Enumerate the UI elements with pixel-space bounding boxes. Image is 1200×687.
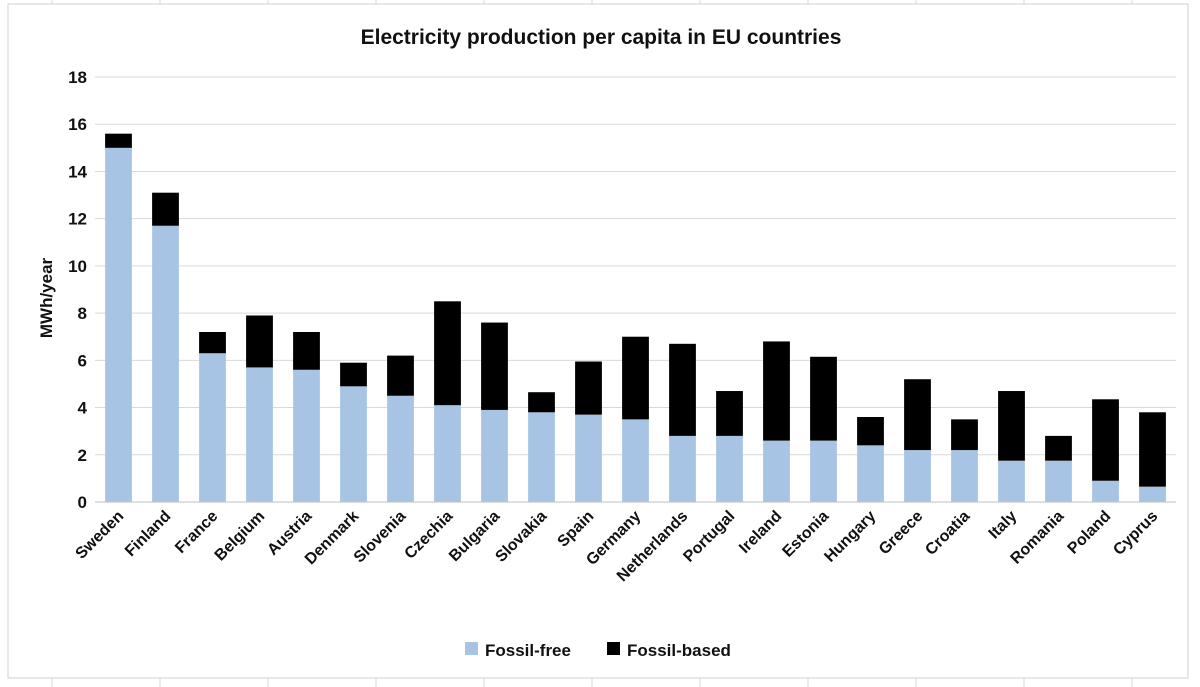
y-axis-tick-labels: 0 2 4 6 8 10 12 14 16 18	[68, 68, 87, 512]
y-axis-label: MWh/year	[37, 257, 56, 338]
bar-greece-fossil-free	[904, 450, 931, 502]
bar-italy-fossil-based	[998, 391, 1025, 461]
y-tick-label: 8	[78, 304, 87, 323]
bar-poland-fossil-based	[1092, 399, 1119, 481]
bar-france-fossil-free	[199, 353, 226, 502]
bars	[105, 133, 1166, 503]
bar-bulgaria-fossil-based	[481, 322, 508, 410]
bar-bulgaria-fossil-free	[481, 409, 508, 502]
bar-denmark-fossil-based	[340, 362, 367, 387]
bar-netherlands-fossil-free	[669, 435, 696, 502]
bar-estonia-fossil-based	[810, 356, 837, 441]
y-tick-label: 12	[68, 210, 87, 229]
y-tick-label: 6	[78, 351, 87, 370]
bar-ireland-fossil-based	[763, 341, 790, 441]
bar-france-fossil-based	[199, 332, 226, 354]
bar-finland-fossil-free	[152, 225, 179, 502]
y-tick-label: 16	[68, 115, 87, 134]
bar-belgium-fossil-based	[246, 315, 273, 368]
legend-label-fossil-based: Fossil-based	[627, 641, 731, 660]
bar-finland-fossil-based	[152, 192, 179, 226]
chart-title: Electricity production per capita in EU …	[361, 26, 842, 49]
chart-area[interactable]	[7, 3, 1189, 679]
bar-netherlands-fossil-based	[669, 343, 696, 436]
bar-ireland-fossil-free	[763, 440, 790, 502]
bar-spain-fossil-free	[575, 414, 602, 502]
bar-slovenia-fossil-based	[387, 355, 414, 396]
legend-swatch-fossil-based	[607, 642, 620, 655]
bar-portugal-fossil-free	[716, 435, 743, 502]
bar-romania-fossil-free	[1045, 460, 1072, 502]
bar-greece-fossil-based	[904, 379, 931, 451]
bar-slovakia-fossil-based	[528, 392, 555, 413]
bar-croatia-fossil-free	[951, 450, 978, 502]
y-tick-label: 10	[68, 257, 87, 276]
legend: Fossil-free Fossil-based	[465, 641, 731, 660]
bar-belgium-fossil-free	[246, 367, 273, 502]
bar-czechia-fossil-based	[434, 301, 461, 406]
bar-cyprus-fossil-based	[1139, 412, 1166, 487]
legend-label-fossil-free: Fossil-free	[485, 641, 571, 660]
y-tick-label: 14	[68, 162, 87, 181]
bar-romania-fossil-based	[1045, 435, 1072, 461]
bar-croatia-fossil-based	[951, 419, 978, 451]
bar-czechia-fossil-free	[434, 405, 461, 502]
y-tick-label: 4	[78, 399, 88, 418]
bar-cyprus-fossil-free	[1139, 486, 1166, 502]
bar-slovakia-fossil-free	[528, 412, 555, 502]
bar-sweden-fossil-based	[105, 133, 132, 148]
bar-slovenia-fossil-free	[387, 395, 414, 502]
bar-poland-fossil-free	[1092, 480, 1119, 502]
bar-germany-fossil-based	[622, 336, 649, 420]
y-tick-label: 0	[78, 493, 87, 512]
bar-hungary-fossil-free	[857, 445, 884, 502]
bar-germany-fossil-free	[622, 419, 649, 502]
bar-italy-fossil-free	[998, 460, 1025, 502]
bar-austria-fossil-free	[293, 369, 320, 502]
bar-austria-fossil-based	[293, 332, 320, 370]
bar-denmark-fossil-free	[340, 386, 367, 502]
bar-spain-fossil-based	[575, 361, 602, 415]
y-tick-label: 18	[68, 68, 87, 87]
bar-estonia-fossil-free	[810, 440, 837, 502]
bar-portugal-fossil-based	[716, 391, 743, 436]
legend-swatch-fossil-free	[465, 642, 478, 655]
bar-sweden-fossil-free	[105, 147, 132, 503]
bar-hungary-fossil-based	[857, 417, 884, 446]
y-tick-label: 2	[78, 446, 87, 465]
